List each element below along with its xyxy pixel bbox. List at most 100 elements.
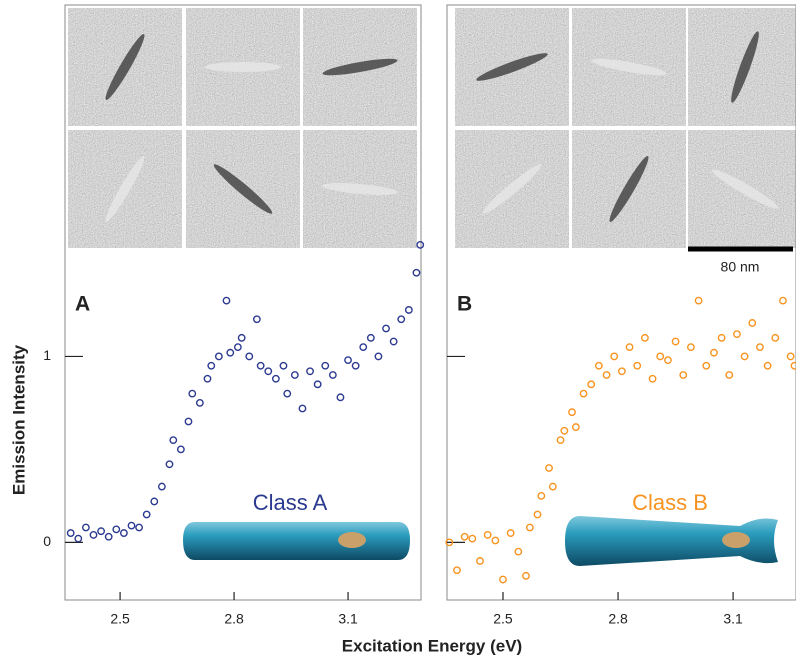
figure: Emission Intensity Excitation Energy (eV…	[0, 0, 796, 659]
x-tick-label: 3.1	[338, 611, 358, 627]
data-point	[345, 357, 351, 363]
class-label: Class B	[632, 490, 708, 515]
x-tick-label: 2.5	[493, 611, 513, 627]
data-point	[780, 297, 786, 303]
x-tick-label: 3.1	[723, 611, 743, 627]
data-point	[749, 320, 755, 326]
data-point	[688, 344, 694, 350]
nanorod-image	[205, 62, 281, 72]
data-point	[204, 376, 210, 382]
data-point	[626, 344, 632, 350]
data-point	[170, 437, 176, 443]
data-point	[128, 522, 134, 528]
data-point	[507, 530, 513, 536]
panel-label: B	[457, 293, 472, 316]
data-point	[527, 524, 533, 530]
data-point	[113, 526, 119, 532]
data-point	[772, 335, 778, 341]
data-point	[90, 532, 96, 538]
data-point	[523, 573, 529, 579]
data-point	[569, 409, 575, 415]
data-point	[657, 353, 663, 359]
data-point	[534, 511, 540, 517]
data-point	[227, 350, 233, 356]
data-point	[98, 528, 104, 534]
data-point	[390, 338, 396, 344]
panel-label: A	[75, 293, 90, 316]
data-point	[299, 405, 305, 411]
data-point	[734, 331, 740, 337]
data-point	[238, 335, 244, 341]
data-point	[375, 353, 381, 359]
y-tick-label: 0	[43, 533, 51, 549]
data-point	[330, 372, 336, 378]
x-tick-label: 2.8	[608, 611, 628, 627]
rod-tip	[722, 532, 750, 548]
y-axis-label: Emission Intensity	[9, 344, 28, 495]
data-point	[159, 483, 165, 489]
data-point	[454, 567, 460, 573]
class-label: Class A	[253, 490, 328, 515]
data-point	[265, 368, 271, 374]
data-point	[417, 242, 423, 248]
data-point	[185, 418, 191, 424]
scale-bar-label: 80 nm	[721, 259, 760, 275]
data-point	[550, 483, 556, 489]
x-axis-label: Excitation Energy (eV)	[342, 636, 522, 655]
data-point	[398, 316, 404, 322]
data-point	[223, 297, 229, 303]
data-point	[368, 335, 374, 341]
data-point	[596, 363, 602, 369]
data-point	[665, 357, 671, 363]
data-point	[557, 437, 563, 443]
data-point	[546, 465, 552, 471]
data-point	[143, 511, 149, 517]
data-point	[254, 316, 260, 322]
data-point	[757, 344, 763, 350]
data-point	[711, 350, 717, 356]
data-point	[360, 344, 366, 350]
data-point	[197, 400, 203, 406]
data-point	[322, 363, 328, 369]
data-point	[580, 390, 586, 396]
data-point	[573, 424, 579, 430]
data-point	[284, 390, 290, 396]
data-point	[741, 353, 747, 359]
x-tick-label: 2.8	[224, 611, 244, 627]
data-point	[105, 534, 111, 540]
data-point	[588, 381, 594, 387]
data-point	[121, 530, 127, 536]
data-point	[189, 390, 195, 396]
data-point	[235, 344, 241, 350]
data-point	[642, 335, 648, 341]
data-point	[208, 363, 214, 369]
data-point	[469, 535, 475, 541]
data-point	[500, 576, 506, 582]
data-point	[703, 363, 709, 369]
data-point	[672, 338, 678, 344]
x-tick-label: 2.5	[110, 611, 130, 627]
data-point	[561, 428, 567, 434]
data-point	[695, 297, 701, 303]
data-point	[166, 461, 172, 467]
data-point	[136, 524, 142, 530]
data-point	[718, 335, 724, 341]
data-point	[273, 376, 279, 382]
data-point	[680, 372, 686, 378]
data-point	[75, 535, 81, 541]
data-point	[257, 363, 263, 369]
data-point	[619, 368, 625, 374]
data-point	[477, 558, 483, 564]
data-point	[151, 498, 157, 504]
y-tick-label: 1	[43, 347, 51, 363]
data-point	[337, 394, 343, 400]
data-point	[413, 270, 419, 276]
rod-tip	[338, 532, 366, 548]
data-point	[611, 353, 617, 359]
data-point	[787, 353, 793, 359]
data-point	[461, 534, 467, 540]
data-point	[83, 524, 89, 530]
data-point	[292, 372, 298, 378]
data-point	[492, 537, 498, 543]
data-point	[538, 493, 544, 499]
